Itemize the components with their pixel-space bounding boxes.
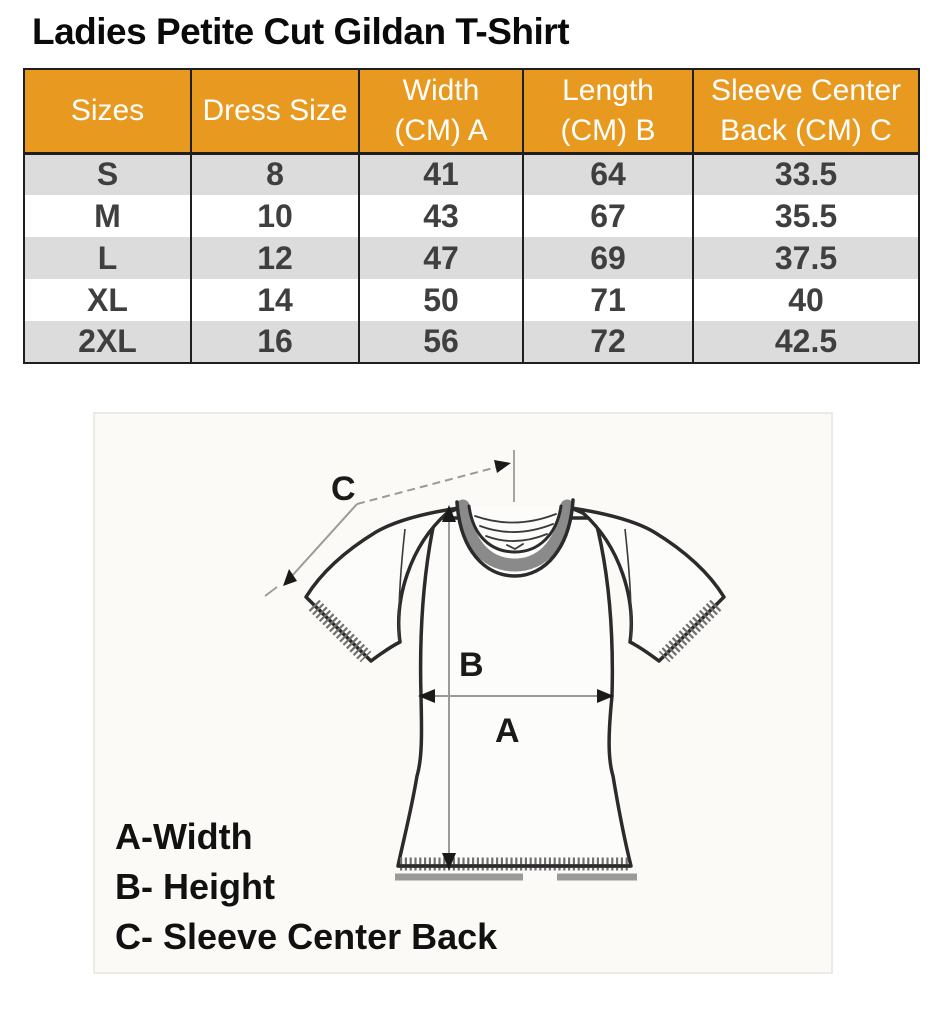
legend-item-height: B- Height [115,866,275,907]
cell-width: 50 [358,279,524,321]
cell-length: 69 [522,237,694,279]
cell-length: 71 [522,279,694,321]
label-c: C [331,470,356,508]
col-header-text: Dress Size [202,93,348,127]
arrowhead-a-left [418,689,435,703]
label-b: B [459,646,484,684]
product-size-guide: Ladies Petite Cut Gildan T-Shirt Sizes D… [0,12,940,1019]
cell-size: XL [23,279,192,321]
table-header-row: Sizes Dress Size Width (CM) A Length (CM… [23,69,920,153]
collar-outer-edge [455,498,575,578]
cell-width: 47 [358,237,524,279]
legend-item-sleeve-center-back: C- Sleeve Center Back [115,916,498,957]
cell-length: 67 [522,195,694,237]
cell-dress-size: 12 [190,237,360,279]
col-header-text: Sizes [70,93,145,127]
legend-item-width: A-Width [115,816,253,857]
label-a: A [495,712,520,750]
col-header-text: Length [562,73,654,107]
arrowhead-c-start [283,569,297,586]
measure-line-b: B [442,505,484,870]
table-row-s: S 8 41 64 33.5 [23,153,920,195]
cell-sleeve: 33.5 [692,153,920,195]
measure-line-a: A [418,689,614,750]
col-header-length: Length (CM) B [522,69,694,153]
cell-length: 64 [522,153,694,195]
table-row-l: L 12 47 69 37.5 [23,237,920,279]
cell-sleeve: 37.5 [692,237,920,279]
col-header-text: Width [402,73,480,107]
col-header-text: (CM) B [560,113,656,147]
cell-size: M [23,195,192,237]
collar [455,498,575,578]
measurement-legend: A-Width B- Height C- Sleeve Center Back [115,812,497,962]
collar-inner-edge [467,504,563,554]
tshirt-measurement-diagram: A B C A-Width B- Height [93,412,833,974]
cell-size: L [23,237,192,279]
cell-dress-size: 8 [190,153,360,195]
collar-ribbing [456,499,574,572]
cell-sleeve: 40 [692,279,920,321]
cell-length: 72 [522,321,694,363]
hem-ribbing [395,857,637,881]
page-title: Ladies Petite Cut Gildan T-Shirt [32,11,570,52]
size-chart-table: Sizes Dress Size Width (CM) A Length (CM… [23,68,920,364]
arrowhead-a-right [597,689,614,703]
arrowhead-c-end [494,460,511,473]
arrowhead-b-top [442,505,456,522]
col-header-text: Sleeve Center [710,73,902,107]
cell-sleeve: 42.5 [692,321,920,363]
cell-width: 56 [358,321,524,363]
cell-dress-size: 14 [190,279,360,321]
col-header-text: Back (CM) C [720,113,892,147]
col-header-sleeve-center-back: Sleeve Center Back (CM) C [692,69,920,153]
cell-width: 43 [358,195,524,237]
tshirt-illustration-svg: A B C [264,450,726,881]
cell-width: 41 [358,153,524,195]
table-row-m: M 10 43 67 35.5 [23,195,920,237]
cell-sleeve: 35.5 [692,195,920,237]
collar-back-lines [474,513,557,551]
col-header-text: (CM) A [394,113,488,147]
tshirt-body [304,506,726,868]
col-header-width: Width (CM) A [358,69,524,153]
seam-lines [397,528,633,642]
table-row-2xl: 2XL 16 56 72 42.5 [23,321,920,363]
cell-size: S [23,153,192,195]
arrowhead-b-bottom [442,853,456,870]
cell-size: 2XL [23,321,192,363]
cell-dress-size: 16 [190,321,360,363]
right-sleeve [569,506,726,663]
measure-line-c: C [264,450,515,597]
col-header-dress-size: Dress Size [190,69,360,153]
cell-dress-size: 10 [190,195,360,237]
table-row-xl: XL 14 50 71 40 [23,279,920,321]
col-header-sizes: Sizes [23,69,192,153]
left-sleeve [304,506,461,663]
